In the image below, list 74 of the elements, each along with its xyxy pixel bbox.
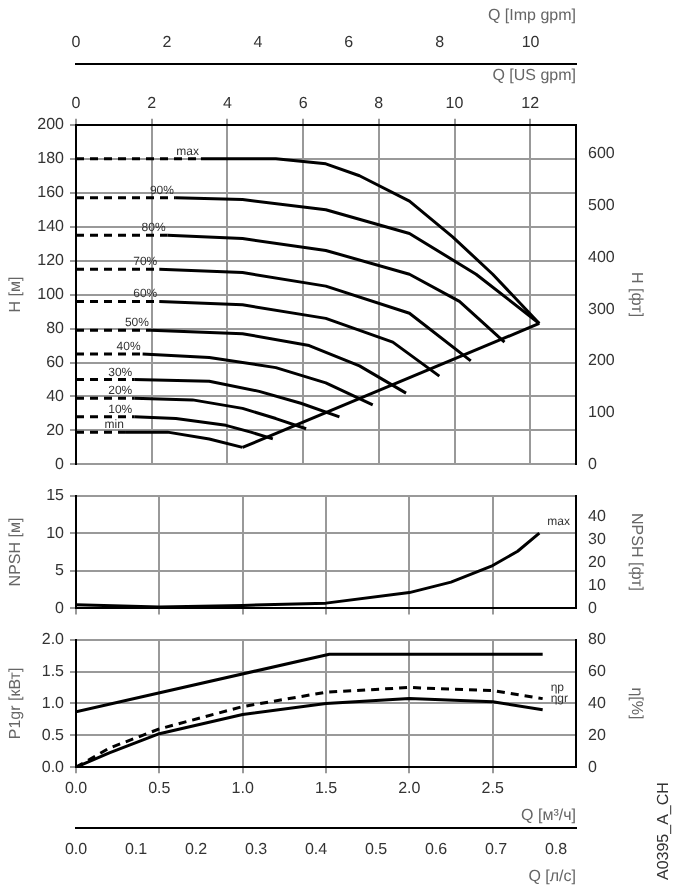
x-tick-label: 2.5 — [481, 779, 505, 798]
x2-tick-label: 0.6 — [424, 839, 449, 858]
x2-tick-label: 0.7 — [484, 839, 509, 858]
y2-tick-label: 40 — [588, 693, 607, 712]
x2-tick-label: 0.2 — [184, 839, 209, 858]
x-tick-label: 4 — [222, 93, 233, 112]
y2-axis-title: H [фт] — [627, 272, 646, 318]
y-tick-label: 1.5 — [41, 661, 66, 680]
x2-tick-label: 0.3 — [244, 839, 269, 858]
y-tick-label: 0.5 — [41, 725, 66, 744]
x2-axis-title: Q [л/с] — [528, 866, 576, 885]
y-tick-label: 100 — [37, 285, 66, 304]
x2-axis-title: Q [Imp gpm] — [487, 6, 576, 25]
y-tick-label: 0 — [55, 454, 66, 473]
y2-tick-label: 20 — [588, 552, 607, 571]
x-tick-label: 1.0 — [231, 779, 255, 798]
y2-tick-label: 100 — [588, 403, 616, 422]
y2-tick-label: 0 — [588, 454, 598, 473]
y-tick-label: 120 — [37, 251, 66, 270]
y2-tick-label: 200 — [588, 351, 616, 370]
x-tick-label: 2 — [147, 93, 158, 112]
y2-tick-label: 300 — [588, 299, 616, 318]
y2-axis-title: NPSH [фт] — [627, 513, 646, 591]
y-tick-label: 2.0 — [41, 630, 66, 649]
y2-tick-label: 400 — [588, 247, 616, 266]
y2-tick-label: 80 — [588, 630, 607, 649]
x-tick-label: 6 — [298, 93, 309, 112]
y-tick-label: 15 — [46, 486, 66, 505]
y2-tick-label: 600 — [588, 144, 616, 163]
x-tick-label: 0 — [71, 93, 82, 112]
text: A0395_A_CH — [654, 781, 672, 880]
y-axis-title: P1gr [кВт] — [6, 667, 25, 740]
y-tick-label: 10 — [46, 523, 66, 542]
y-tick-label: 180 — [37, 149, 66, 168]
x2-tick-label: 0.4 — [304, 839, 329, 858]
y2-tick-label: 500 — [588, 195, 616, 214]
x2-tick-label: 2 — [162, 33, 173, 52]
x-tick-label: 0.5 — [148, 779, 172, 798]
x2-tick-label: 4 — [253, 33, 264, 52]
y2-tick-label: 0 — [588, 598, 598, 617]
y2-tick-label: 20 — [588, 725, 607, 744]
x-axis-title: Q [м³/ч] — [521, 806, 576, 825]
y-tick-label: 80 — [46, 318, 66, 337]
y-tick-label: 1.0 — [41, 693, 66, 712]
y-tick-label: 40 — [46, 386, 66, 405]
y2-axis-title: η[%] — [627, 687, 646, 720]
x-tick-label: 10 — [445, 93, 465, 112]
x-tick-label: 8 — [374, 93, 385, 112]
x2-tick-label: 0.1 — [124, 839, 149, 858]
y-tick-label: 160 — [37, 183, 66, 202]
y-tick-label: 200 — [37, 115, 66, 134]
y-tick-label: 140 — [37, 217, 66, 236]
y2-tick-label: 0 — [588, 757, 598, 776]
y2-tick-label: 10 — [588, 575, 607, 594]
y-axis-title: NPSH [м] — [6, 517, 25, 587]
y2-tick-label: 30 — [588, 530, 607, 549]
y-tick-label: 5 — [55, 561, 66, 580]
y2-tick-label: 40 — [588, 507, 607, 526]
x2-tick-label: 8 — [435, 33, 446, 52]
x-tick-label: 2.0 — [398, 779, 422, 798]
y-tick-label: 60 — [46, 352, 66, 371]
y-axis-title: H [м] — [6, 276, 25, 313]
x2-tick-label: 10 — [521, 33, 541, 52]
x2-tick-label: 0.8 — [544, 839, 569, 858]
x2-tick-label: 0 — [71, 33, 82, 52]
x-tick-label: 12 — [521, 93, 541, 112]
y-tick-label: 0.0 — [41, 757, 66, 776]
y-tick-label: 0 — [55, 598, 66, 617]
y2-tick-label: 60 — [588, 661, 607, 680]
x2-tick-label: 0.5 — [364, 839, 389, 858]
x-axis-title: Q [US gpm] — [492, 66, 576, 85]
x2-tick-label: 6 — [344, 33, 355, 52]
y-tick-label: 20 — [46, 420, 66, 439]
x-tick-label: 1.5 — [314, 779, 339, 798]
